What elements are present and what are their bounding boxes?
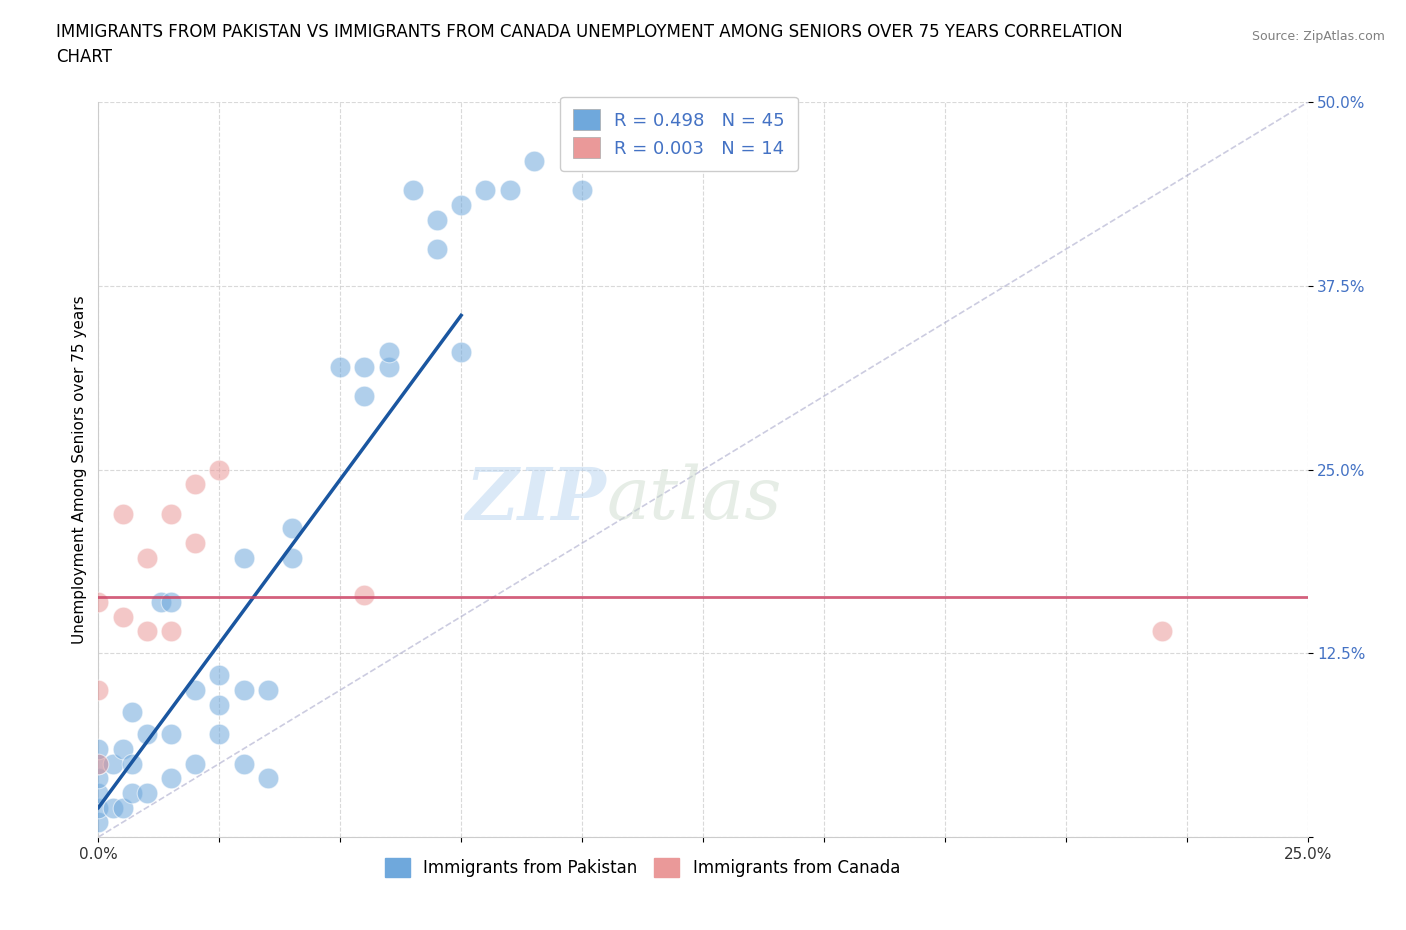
- Point: [1152, 624, 1174, 639]
- Point: [353, 587, 375, 602]
- Point: [111, 800, 134, 815]
- Point: [498, 183, 520, 198]
- Point: [160, 771, 183, 786]
- Point: [160, 506, 183, 521]
- Point: [208, 462, 231, 477]
- Point: [256, 771, 278, 786]
- Point: [135, 786, 157, 801]
- Point: [111, 609, 134, 624]
- Point: [208, 726, 231, 741]
- Point: [87, 741, 110, 756]
- Point: [135, 726, 157, 741]
- Point: [121, 786, 143, 801]
- Point: [87, 594, 110, 609]
- Y-axis label: Unemployment Among Seniors over 75 years: Unemployment Among Seniors over 75 years: [72, 296, 87, 644]
- Legend: Immigrants from Pakistan, Immigrants from Canada: Immigrants from Pakistan, Immigrants fro…: [378, 851, 907, 884]
- Point: [474, 183, 496, 198]
- Point: [353, 389, 375, 404]
- Point: [101, 800, 124, 815]
- Point: [184, 477, 207, 492]
- Point: [135, 551, 157, 565]
- Point: [135, 624, 157, 639]
- Point: [111, 506, 134, 521]
- Point: [232, 756, 254, 771]
- Point: [450, 198, 472, 213]
- Point: [87, 756, 110, 771]
- Text: atlas: atlas: [606, 464, 782, 535]
- Text: ZIP: ZIP: [465, 463, 606, 535]
- Point: [184, 536, 207, 551]
- Point: [523, 153, 546, 168]
- Point: [184, 683, 207, 698]
- Point: [232, 683, 254, 698]
- Point: [160, 624, 183, 639]
- Text: Source: ZipAtlas.com: Source: ZipAtlas.com: [1251, 30, 1385, 43]
- Point: [256, 683, 278, 698]
- Point: [281, 551, 304, 565]
- Point: [426, 242, 449, 257]
- Point: [377, 359, 399, 374]
- Point: [87, 815, 110, 830]
- Text: CHART: CHART: [56, 48, 112, 66]
- Point: [329, 359, 352, 374]
- Point: [281, 521, 304, 536]
- Point: [150, 594, 173, 609]
- Point: [87, 771, 110, 786]
- Point: [353, 359, 375, 374]
- Point: [87, 786, 110, 801]
- Point: [184, 756, 207, 771]
- Point: [87, 800, 110, 815]
- Point: [208, 668, 231, 683]
- Point: [121, 756, 143, 771]
- Point: [571, 183, 593, 198]
- Point: [87, 683, 110, 698]
- Point: [101, 756, 124, 771]
- Point: [87, 756, 110, 771]
- Point: [450, 345, 472, 360]
- Point: [208, 698, 231, 712]
- Point: [121, 705, 143, 720]
- Point: [111, 741, 134, 756]
- Point: [160, 726, 183, 741]
- Text: IMMIGRANTS FROM PAKISTAN VS IMMIGRANTS FROM CANADA UNEMPLOYMENT AMONG SENIORS OV: IMMIGRANTS FROM PAKISTAN VS IMMIGRANTS F…: [56, 23, 1123, 41]
- Point: [402, 183, 425, 198]
- Point: [160, 594, 183, 609]
- Point: [232, 551, 254, 565]
- Point: [377, 345, 399, 360]
- Point: [426, 212, 449, 227]
